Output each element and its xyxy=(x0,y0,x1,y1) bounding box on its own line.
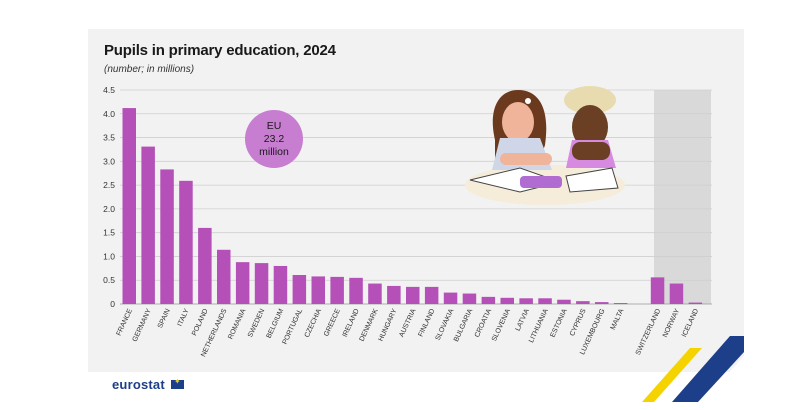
bar-austria xyxy=(406,286,420,304)
bar-czechia xyxy=(311,276,325,304)
x-label-sweden: SWEDEN xyxy=(247,308,266,339)
x-label-germany: GERMANY xyxy=(132,308,153,343)
bar-latvia xyxy=(519,298,533,304)
chart-title: Pupils in primary education, 2024 xyxy=(104,42,336,59)
children-reading-illustration xyxy=(465,86,625,205)
bar-slovenia xyxy=(500,297,514,304)
efta-band xyxy=(654,90,711,304)
bar-iceland xyxy=(688,302,703,304)
x-label-spain: SPAIN xyxy=(157,308,172,330)
x-label-austria: AUSTRIA xyxy=(398,308,417,339)
bar-italy xyxy=(179,180,193,304)
bar-lithuania xyxy=(538,298,552,304)
bar-poland xyxy=(198,227,212,304)
x-label-denmark: DENMARK xyxy=(359,308,380,343)
bar-finland xyxy=(424,286,439,304)
x-label-cyprus: CYPRUS xyxy=(569,308,588,338)
x-label-iceland: ICELAND xyxy=(681,308,700,338)
y-tick-label: 1.5 xyxy=(103,228,115,238)
x-label-estonia: ESTONIA xyxy=(549,308,568,339)
bar-belgium xyxy=(273,265,288,304)
y-tick-label: 2.0 xyxy=(103,204,115,214)
bar-hungary xyxy=(387,285,401,304)
y-tick-label: 0 xyxy=(110,299,115,309)
x-label-norway: NORWAY xyxy=(662,308,681,339)
bar-portugal xyxy=(292,274,307,304)
x-label-ireland: IRELAND xyxy=(342,308,361,338)
bar-germany xyxy=(141,146,155,304)
x-label-hungary: HUNGARY xyxy=(378,308,399,343)
bar-switzerland xyxy=(650,277,665,304)
x-label-malta: MALTA xyxy=(610,308,626,331)
eu-callout-label: EU xyxy=(267,120,282,132)
decorative-ribbons xyxy=(642,336,744,402)
bar-slovakia xyxy=(443,292,458,304)
y-axis-ticks: 0 0.5 1.0 1.5 2.0 2.5 3.0 3.5 4.0 4.5 xyxy=(103,85,115,309)
eu-callout-unit: million xyxy=(259,146,289,158)
eu-total-callout xyxy=(245,110,303,168)
y-tick-label: 2.5 xyxy=(103,180,115,190)
bar-cyprus xyxy=(576,301,590,304)
x-label-belgium: BELGIUM xyxy=(266,308,286,340)
y-tick-label: 0.5 xyxy=(103,275,115,285)
bar-netherlands xyxy=(217,249,231,304)
y-tick-label: 3.5 xyxy=(103,133,115,143)
x-label-italy: ITALY xyxy=(177,308,191,328)
x-label-france: FRANCE xyxy=(116,308,135,337)
y-tick-label: 3.0 xyxy=(103,156,115,166)
eu-callout-value: 23.2 xyxy=(264,133,285,145)
bar-greece xyxy=(330,276,344,304)
x-label-switzerland: SWITZERLAND xyxy=(635,308,663,356)
x-label-portugal: PORTUGAL xyxy=(282,308,305,346)
bar-estonia xyxy=(557,299,571,304)
x-label-latvia: LATVIA xyxy=(515,308,531,333)
x-label-bulgaria: BULGARIA xyxy=(453,308,474,343)
bar-luxembourg xyxy=(595,302,609,304)
x-label-slovakia: SLOVAKIA xyxy=(435,308,456,342)
x-label-romania: ROMANIA xyxy=(227,308,247,341)
x-label-finland: FINLAND xyxy=(417,308,436,338)
bar-france xyxy=(122,108,136,305)
bar-sweden xyxy=(254,263,269,304)
bar-ireland xyxy=(349,277,363,304)
bar-spain xyxy=(160,169,174,304)
x-label-poland: POLAND xyxy=(191,308,210,337)
bar-norway xyxy=(669,283,684,304)
bar-croatia xyxy=(481,296,496,304)
chart-panel xyxy=(88,29,744,372)
x-label-slovenia: SLOVENIA xyxy=(491,308,512,343)
x-label-croatia: CROATIA xyxy=(474,308,493,339)
x-label-greece: GREECE xyxy=(323,308,342,338)
bars xyxy=(122,108,703,305)
bar-bulgaria xyxy=(462,293,477,304)
eurostat-logo: eurostat xyxy=(112,377,165,392)
eu-flag-icon: ✦ xyxy=(171,377,184,389)
x-label-lithuania: LITHUANIA xyxy=(528,308,550,344)
y-tick-label: 4.0 xyxy=(103,109,115,119)
bar-denmark xyxy=(368,283,382,304)
x-label-czechia: CZECHIA xyxy=(304,308,323,339)
chart-subtitle: (number; in millions) xyxy=(104,64,195,75)
bar-romania xyxy=(235,262,250,304)
bar-malta xyxy=(613,303,628,304)
y-tick-label: 4.5 xyxy=(103,85,115,95)
y-tick-label: 1.0 xyxy=(103,251,115,261)
